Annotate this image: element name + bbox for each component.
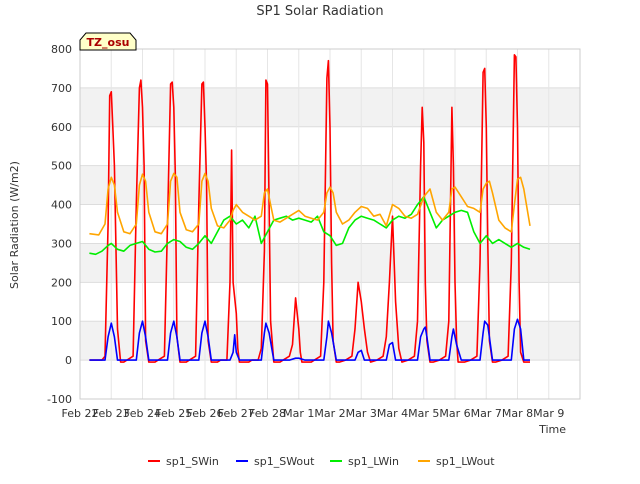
x-tick-label: Mar 2 xyxy=(314,407,345,420)
x-axis-label: Time xyxy=(538,423,566,436)
y-tick-label: 0 xyxy=(65,354,72,367)
legend-label: sp1_SWout xyxy=(254,455,315,468)
legend: sp1_SWin sp1_SWout sp1_LWin sp1_LWout xyxy=(148,455,495,468)
y-tick-label: 400 xyxy=(51,199,72,212)
x-tick-label: Feb 26 xyxy=(187,407,224,420)
x-tick-label: Feb 23 xyxy=(93,407,130,420)
y-tick-label: 300 xyxy=(51,237,72,250)
x-tick-label: Feb 28 xyxy=(249,407,286,420)
x-tick-label: Mar 3 xyxy=(346,407,377,420)
y-tick-label: 700 xyxy=(51,82,72,95)
series-line-sp1_LWin xyxy=(89,196,531,256)
series-line-sp1_LWout xyxy=(89,172,531,236)
x-tick-label: Feb 22 xyxy=(62,407,99,420)
y-tick-label: 500 xyxy=(51,160,72,173)
y-tick-label: -100 xyxy=(47,393,72,406)
y-tick-label: 200 xyxy=(51,276,72,289)
series-layer xyxy=(89,53,531,363)
x-tick-label: Feb 27 xyxy=(218,407,255,420)
series-line-sp1_SWout xyxy=(89,318,530,361)
x-tick-label: Mar 9 xyxy=(533,407,564,420)
x-tick-label: Mar 7 xyxy=(471,407,502,420)
y-tick-label: 600 xyxy=(51,121,72,134)
legend-label: sp1_SWin xyxy=(166,455,219,468)
site-label-shape xyxy=(79,32,137,51)
y-axis-label: Solar Radiation (W/m2) xyxy=(8,161,21,289)
plot-frame xyxy=(79,48,581,400)
y-tick-labels: -100 0 100 200 300 400 500 600 700 800 xyxy=(47,43,72,406)
legend-label: sp1_LWin xyxy=(348,455,399,468)
y-tick-label: 800 xyxy=(51,43,72,56)
x-tick-label: Feb 24 xyxy=(124,407,161,420)
x-tick-label: Mar 6 xyxy=(439,407,470,420)
legend-label: sp1_LWout xyxy=(436,455,495,468)
x-tick-label: Mar 8 xyxy=(502,407,533,420)
site-label-box: TZ_osu xyxy=(79,32,137,51)
x-tick-label: Mar 1 xyxy=(283,407,314,420)
chart-title: SP1 Solar Radiation xyxy=(256,4,383,19)
x-tick-label: Mar 5 xyxy=(408,407,439,420)
site-label-text: TZ_osu xyxy=(87,36,130,49)
x-tick-label: Mar 4 xyxy=(377,407,408,420)
x-tick-label: Feb 25 xyxy=(155,407,192,420)
y-tick-label: 100 xyxy=(51,315,72,328)
